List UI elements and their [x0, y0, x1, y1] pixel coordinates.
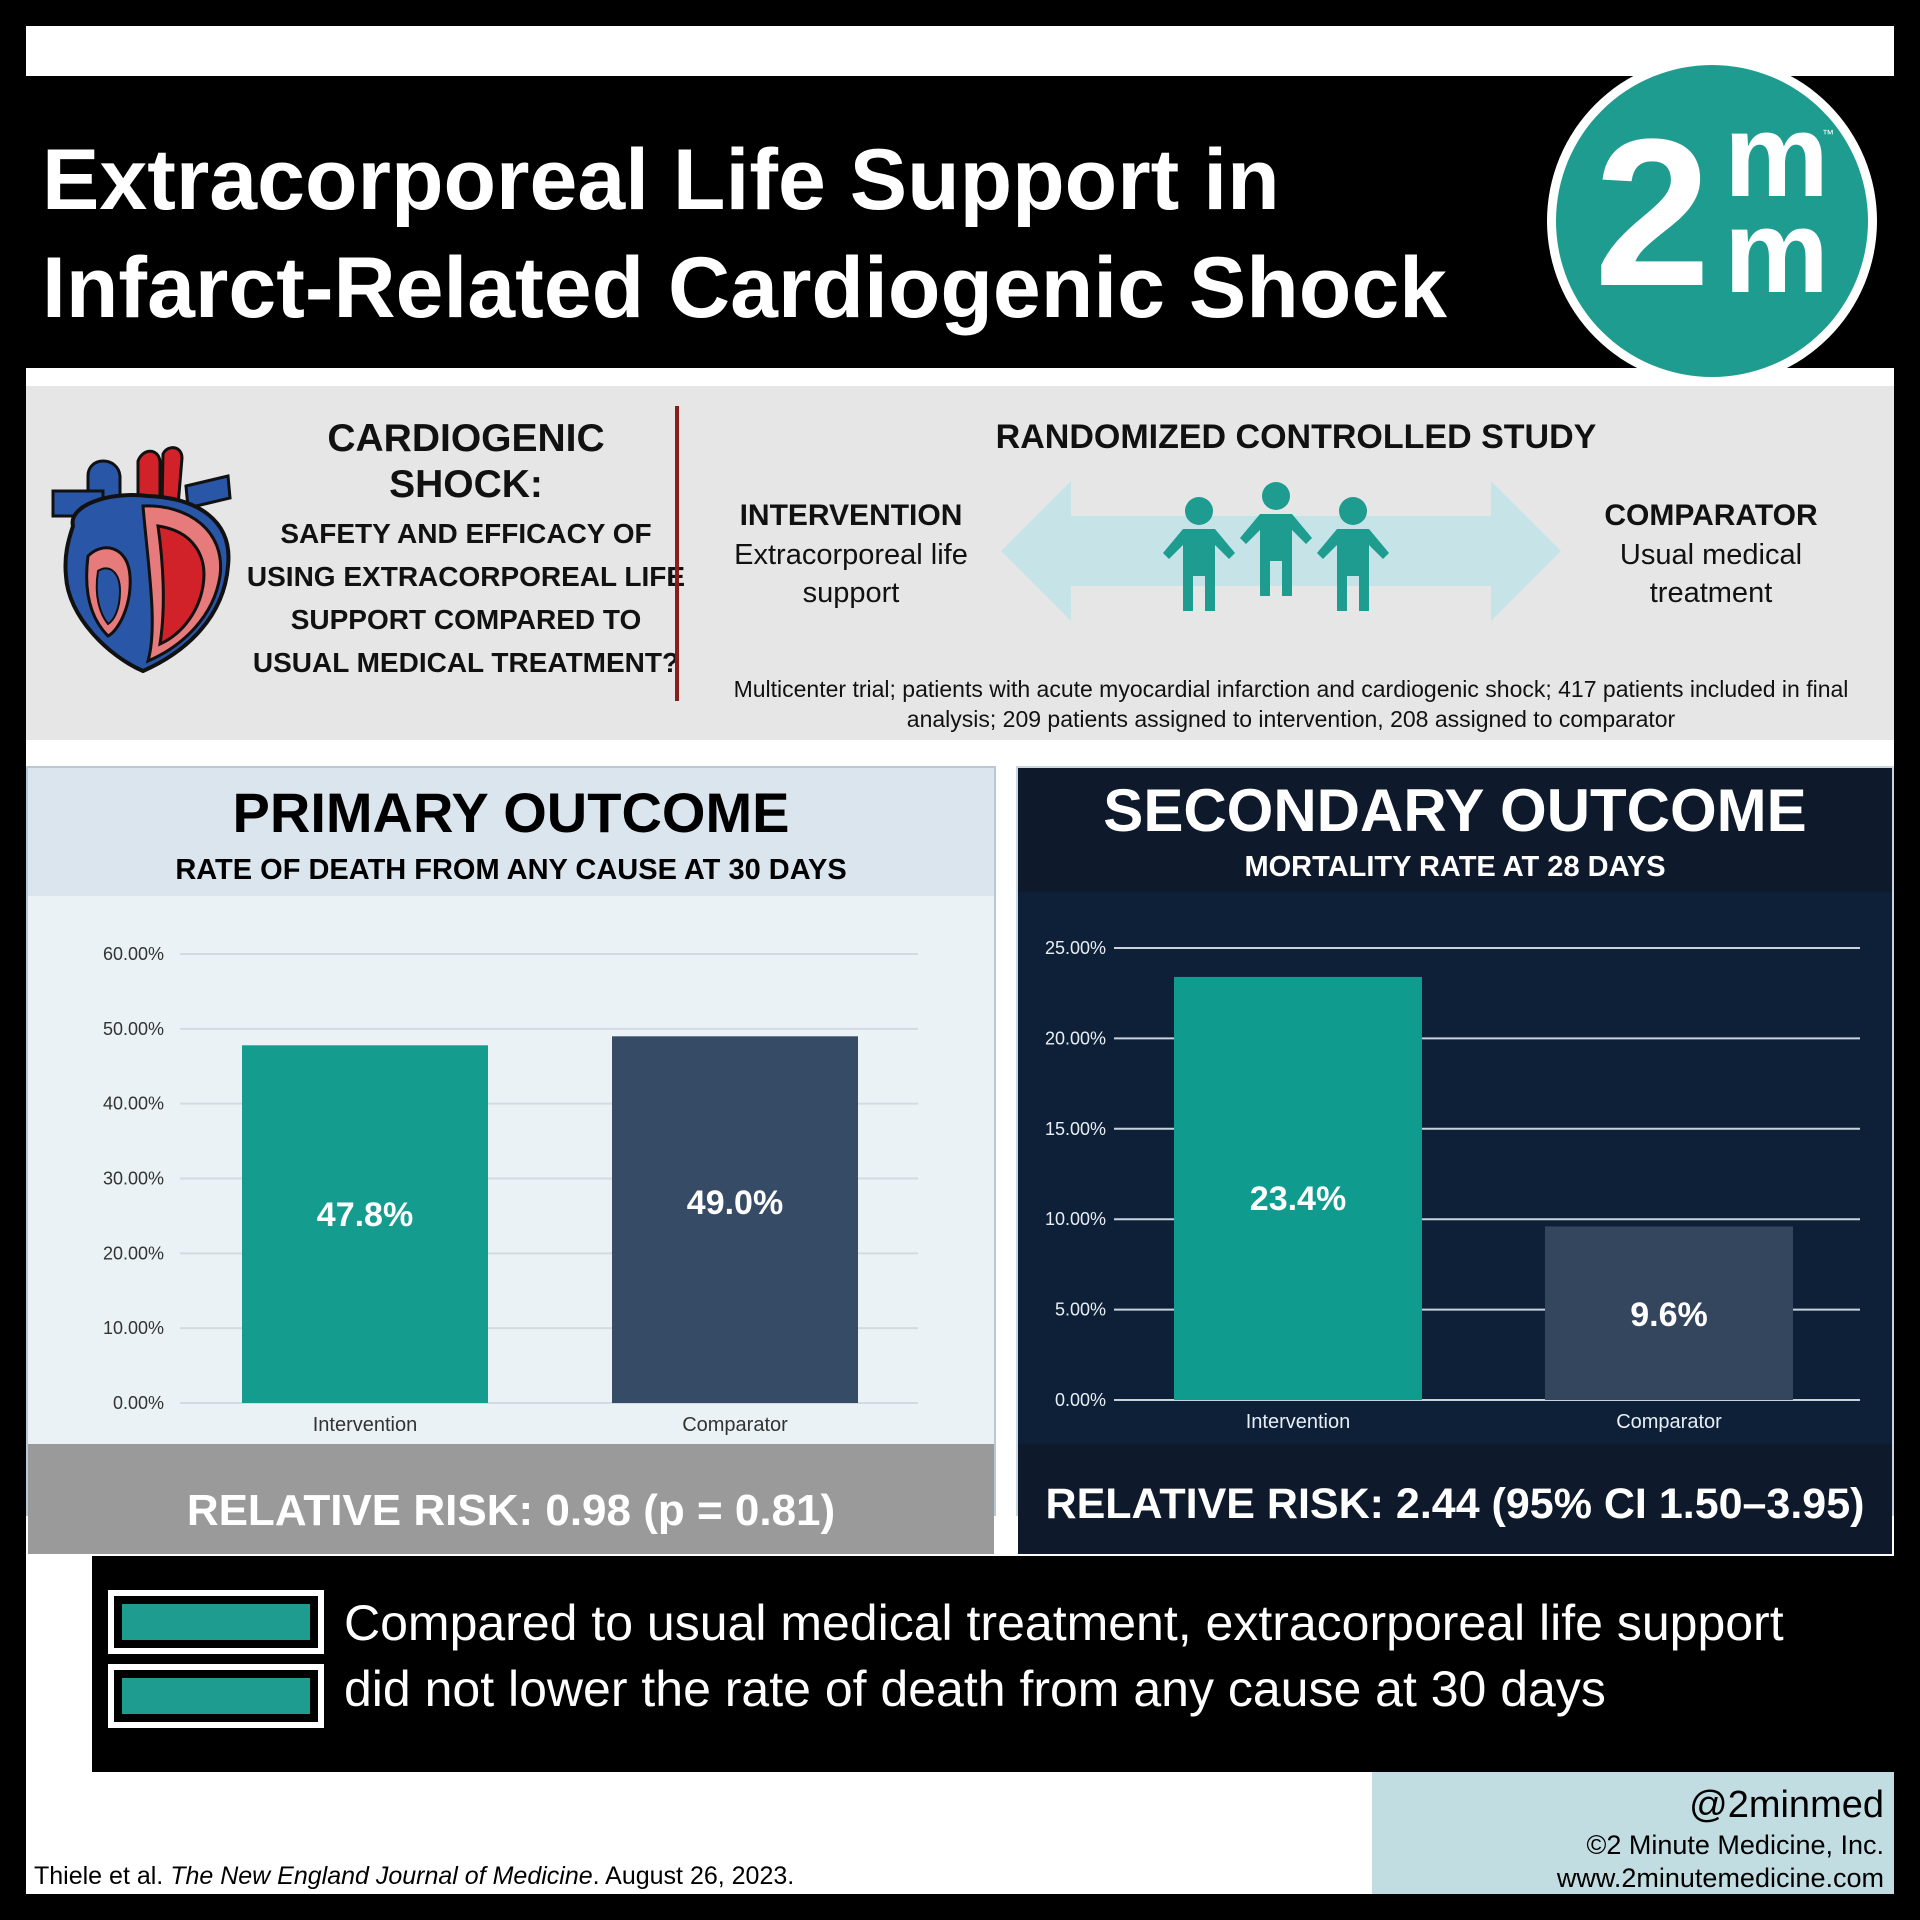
comparator-description: Usual medical treatment	[1619, 539, 1803, 609]
patients-icon	[1163, 482, 1389, 611]
primary-value-label: 49.0%	[687, 1184, 783, 1222]
website-link[interactable]: www.2minutemedicine.com	[1556, 1863, 1884, 1893]
copyright: ©2 Minute Medicine, Inc.	[1586, 1830, 1884, 1860]
secondary-y-tick-label: 5.00%	[1055, 1300, 1106, 1320]
primary-value-label: 47.8%	[317, 1196, 413, 1234]
secondary-value-label: 23.4%	[1250, 1180, 1346, 1218]
question-heading-line-1: CARDIOGENIC	[327, 417, 605, 460]
secondary-category-label: Comparator	[1616, 1411, 1722, 1433]
study-design: RANDOMIZED CONTROLLED STUDY	[995, 418, 1597, 456]
intervention-label: INTERVENTION	[739, 499, 963, 532]
secondary-y-tick-label: 15.00%	[1045, 1119, 1106, 1139]
trial-description: Multicenter trial; patients with acute m…	[733, 676, 1849, 732]
secondary-y-tick-label: 0.00%	[1055, 1390, 1106, 1410]
primary-y-tick-label: 50.00%	[103, 1019, 164, 1039]
comparator-box: COMPARATOR Usual medical treatment	[1576, 496, 1846, 612]
infographic: Extracorporeal Life Support in Infarct-R…	[26, 26, 1894, 1894]
primary-outcome-title: PRIMARY OUTCOME	[232, 781, 790, 844]
conclusion-line-2: did not lower the rate of death from any…	[344, 1661, 1606, 1717]
secondary-relative-risk-band	[1018, 1444, 1892, 1554]
social-handle: @2minmed	[1689, 1784, 1884, 1826]
secondary-y-tick-label: 25.00%	[1045, 938, 1106, 958]
logo-trademark: ™	[1822, 127, 1834, 141]
citation-journal: The New England Journal of Medicine	[170, 1862, 593, 1890]
primary-bar-intervention	[242, 1045, 488, 1403]
secondary-y-tick-label: 20.00%	[1045, 1028, 1106, 1048]
primary-category-label: Comparator	[682, 1414, 788, 1436]
logo-numeral: 2	[1594, 95, 1711, 330]
marker-fill	[122, 1604, 310, 1640]
primary-y-tick-label: 0.00%	[113, 1393, 164, 1413]
conclusion-line-1: Compared to usual medical treatment, ext…	[344, 1595, 1784, 1651]
conclusion-marker	[108, 1664, 324, 1728]
primary-outcome-panel: PRIMARY OUTCOME RATE OF DEATH FROM ANY C…	[26, 766, 996, 1554]
title-line-2: Infarct-Related Cardiogenic Shock	[42, 240, 1447, 336]
primary-y-tick-label: 30.00%	[103, 1169, 164, 1189]
secondary-bar-chart: 0.00% 5.00% 10.00% 15.00% 20.00% 25.00% 23.4% I…	[1045, 938, 1860, 1433]
question-heading: CARDIOGENIC SHOCK:	[241, 416, 691, 508]
secondary-value-label: 9.6%	[1630, 1296, 1708, 1334]
logo-letter-bottom: m	[1724, 186, 1829, 318]
primary-y-tick-label: 20.00%	[103, 1243, 164, 1263]
heart-icon	[51, 446, 232, 674]
page-title: Extracorporeal Life Support in Infarct-R…	[42, 126, 1542, 342]
brand-logo: 2 m m ™	[1547, 56, 1877, 386]
citation-authors: Thiele et al.	[34, 1862, 171, 1890]
secondary-outcome-header: SECONDARY OUTCOME MORTALITY RATE AT 28 D…	[1018, 768, 1892, 892]
primary-outcome-subtitle: RATE OF DEATH FROM ANY CAUSE AT 30 DAYS	[175, 854, 847, 886]
citation: Thiele et al. The New England Journal of…	[34, 1862, 794, 1891]
study-question: CARDIOGENIC SHOCK: SAFETY AND EFFICACY O…	[241, 416, 691, 684]
logo-letter-top: m	[1724, 90, 1829, 222]
conclusion-text: Compared to usual medical treatment, ext…	[344, 1590, 1884, 1722]
secondary-outcome-subtitle: MORTALITY RATE AT 28 DAYS	[1244, 851, 1666, 883]
question-heading-line-2: SHOCK:	[389, 463, 543, 506]
secondary-relative-risk: RELATIVE RISK: 2.44 (95% CI 1.50–3.95)	[1045, 1480, 1865, 1528]
marker-fill	[122, 1678, 310, 1714]
secondary-bar-comparator	[1545, 1226, 1793, 1400]
section-divider	[675, 406, 679, 701]
conclusion-marker	[108, 1590, 324, 1654]
primary-bar-comparator	[612, 1036, 858, 1403]
secondary-category-label: Intervention	[1246, 1411, 1351, 1433]
primary-y-tick-label: 60.00%	[103, 944, 164, 964]
primary-y-tick-label: 40.00%	[103, 1094, 164, 1114]
double-arrow-patients-icon	[1001, 481, 1561, 621]
primary-bar-chart: 0.00% 10.00% 20.00% 30.00% 40.00% 50.00% 60.00…	[103, 944, 918, 1436]
primary-y-tick-label: 10.00%	[103, 1318, 164, 1338]
study-panel: CARDIOGENIC SHOCK: SAFETY AND EFFICACY O…	[26, 386, 1894, 740]
secondary-outcome-panel: SECONDARY OUTCOME MORTALITY RATE AT 28 D…	[1016, 766, 1894, 1554]
logo-circle: 2 m m ™	[1556, 65, 1868, 377]
intervention-description: Extracorporeal life support	[734, 539, 968, 609]
secondary-bar-intervention	[1174, 976, 1422, 1400]
primary-outcome-header: PRIMARY OUTCOME RATE OF DEATH FROM ANY C…	[28, 768, 994, 896]
citation-date: . August 26, 2023.	[592, 1862, 795, 1890]
secondary-outcome-title: SECONDARY OUTCOME	[1103, 777, 1807, 844]
title-line-1: Extracorporeal Life Support in	[42, 132, 1280, 228]
primary-relative-risk: RELATIVE RISK: 0.98 (p = 0.81)	[186, 1486, 836, 1535]
secondary-y-tick-label: 10.00%	[1045, 1209, 1106, 1229]
footer-credits: @2minmed ©2 Minute Medicine, Inc. www.2m…	[1372, 1772, 1894, 1894]
conclusion-box: Compared to usual medical treatment, ext…	[92, 1556, 1894, 1772]
intervention-box: INTERVENTION Extracorporeal life support	[716, 496, 986, 612]
primary-category-label: Intervention	[313, 1414, 418, 1436]
primary-relative-risk-band	[28, 1444, 994, 1554]
comparator-label: COMPARATOR	[1604, 499, 1818, 532]
question-body: SAFETY AND EFFICACY OF USING EXTRACORPOR…	[246, 518, 686, 678]
